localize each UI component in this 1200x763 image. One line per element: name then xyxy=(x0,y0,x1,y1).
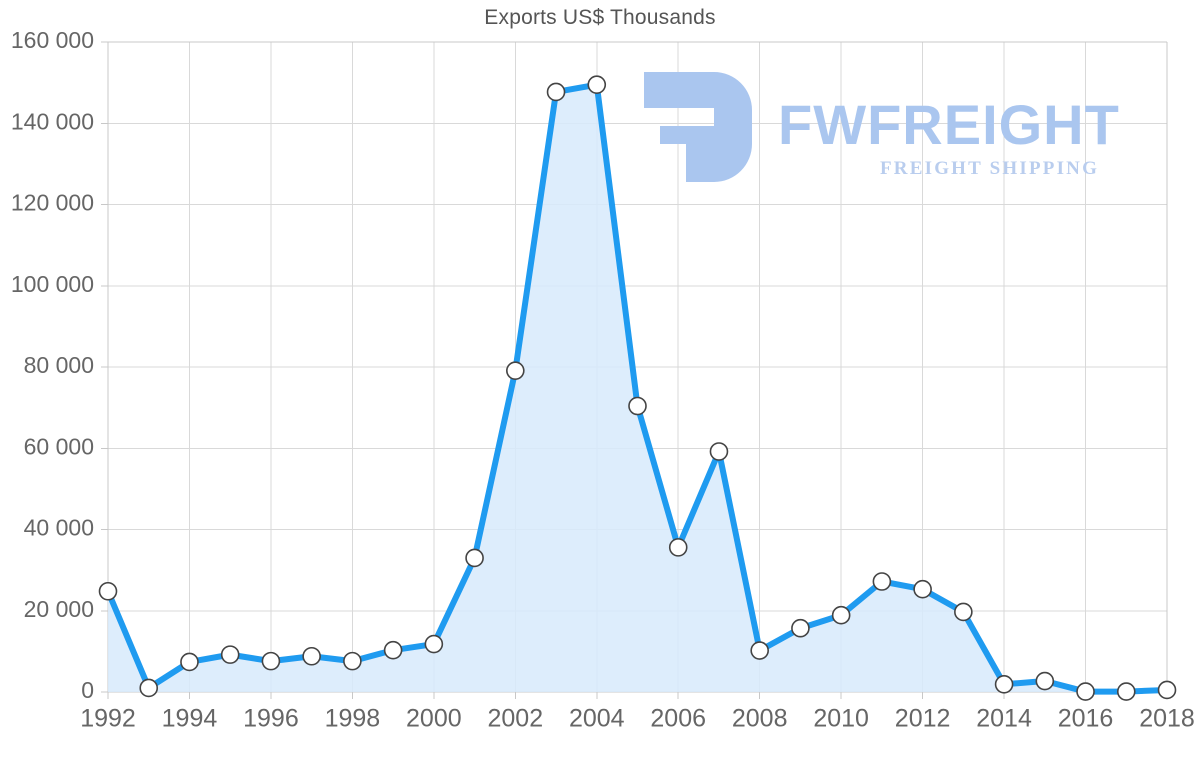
y-tick-label: 160 000 xyxy=(11,27,94,53)
x-tick-label: 2012 xyxy=(895,705,951,733)
data-point xyxy=(1076,682,1095,701)
data-point xyxy=(424,634,444,654)
x-tick-label: 1996 xyxy=(243,705,299,733)
y-tick-label: 60 000 xyxy=(24,433,94,459)
data-point xyxy=(994,674,1014,694)
data-point xyxy=(302,646,321,666)
data-point xyxy=(668,538,688,557)
data-point xyxy=(709,442,729,461)
x-tick-label: 2010 xyxy=(813,705,869,733)
x-tick-label: 2000 xyxy=(406,705,462,733)
x-tick-label: 1992 xyxy=(80,705,136,733)
x-tick-label: 2016 xyxy=(1058,705,1114,733)
x-tick-label: 1998 xyxy=(325,705,381,733)
data-point xyxy=(546,82,566,102)
data-point xyxy=(954,602,973,622)
y-tick-label: 20 000 xyxy=(24,596,94,622)
y-tick-label: 100 000 xyxy=(11,271,94,297)
y-tick-label: 0 xyxy=(81,677,94,703)
series-markers xyxy=(98,75,1177,701)
x-tick-label: 2014 xyxy=(976,705,1032,733)
data-point xyxy=(343,651,362,671)
y-tick-label: 80 000 xyxy=(24,352,94,378)
data-point xyxy=(1116,682,1136,701)
data-point xyxy=(1035,671,1055,691)
x-tick-label: 1994 xyxy=(162,705,218,733)
data-point xyxy=(220,645,240,664)
x-tick-label: 2006 xyxy=(650,705,706,733)
data-point xyxy=(1157,680,1177,700)
x-tick-label: 2008 xyxy=(732,705,788,733)
data-point xyxy=(180,652,199,672)
x-tick-label: 2018 xyxy=(1139,705,1195,733)
data-point xyxy=(628,396,647,416)
x-axis-tick-labels: 1992 1994 1996 1998 2000 2002 2004 2006 2008 2010… xyxy=(80,705,1195,733)
data-point xyxy=(465,548,484,568)
data-point xyxy=(261,651,281,671)
data-point xyxy=(587,75,607,94)
data-point xyxy=(750,641,769,660)
y-tick-label: 120 000 xyxy=(11,190,94,216)
x-tick-label: 2002 xyxy=(487,705,543,733)
data-point xyxy=(506,361,525,380)
y-axis-tick-labels: 0 20 000 40 000 60 000 80 000 100 000 120 000 1… xyxy=(11,27,94,703)
chart-title: Exports US$ Thousands xyxy=(484,6,716,29)
data-point xyxy=(872,572,892,591)
data-point xyxy=(831,605,851,625)
y-tick-label: 140 000 xyxy=(11,108,94,134)
data-point xyxy=(139,678,159,698)
data-point xyxy=(383,640,403,660)
series-area-fill xyxy=(108,84,1167,692)
data-point xyxy=(791,618,810,638)
x-tick-label: 2004 xyxy=(569,705,625,733)
data-point xyxy=(913,579,932,599)
data-point xyxy=(98,581,118,601)
y-tick-label: 40 000 xyxy=(24,515,94,541)
